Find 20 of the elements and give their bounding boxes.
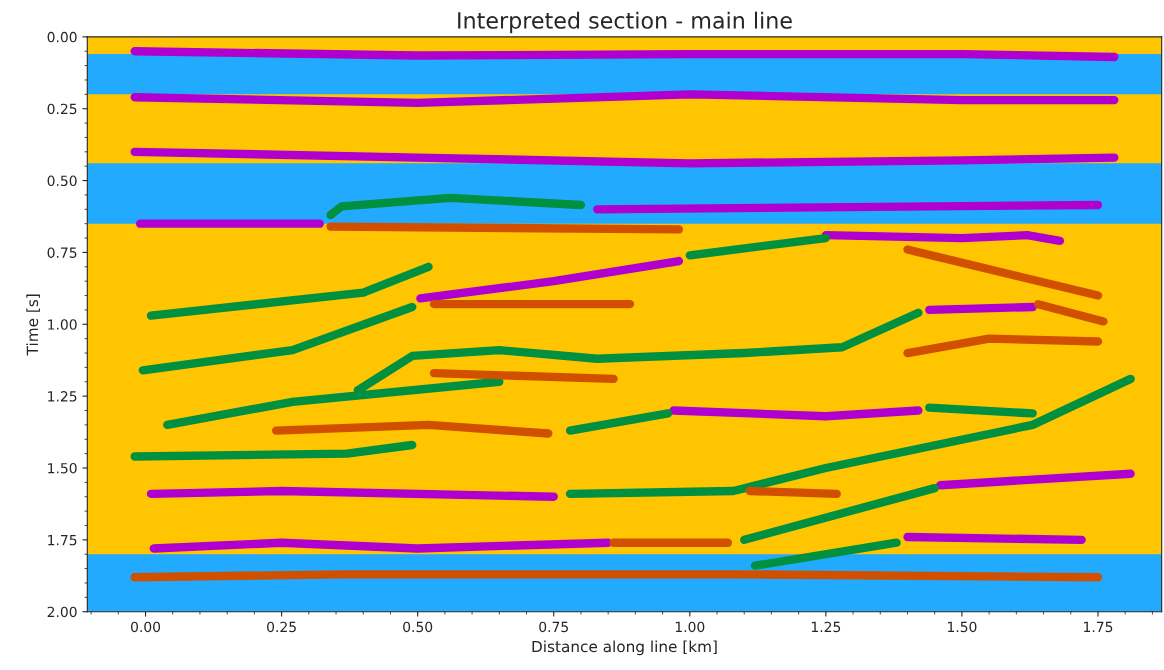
x-tick-label: 1.25 — [811, 621, 841, 633]
x-tick-label: 0.25 — [267, 621, 296, 633]
y-tick-label: 2.00 — [47, 606, 77, 618]
y-tick-label: 0.50 — [47, 175, 77, 187]
x-tick-label: 1.75 — [1084, 621, 1113, 633]
y-tick-label: 1.25 — [48, 391, 77, 402]
x-tick-label: 0.00 — [130, 621, 161, 633]
x-tick-label: 1.00 — [675, 621, 705, 633]
x-axis-title: Distance along line [km] — [532, 640, 717, 656]
x-tick-label: 0.75 — [539, 621, 568, 633]
y-tick-label: 1.75 — [48, 535, 77, 546]
chart-title: Interpreted section - main line — [458, 11, 792, 34]
y-tick-label: 0.25 — [47, 103, 77, 115]
x-tick-label: 0.50 — [403, 621, 433, 633]
y-axis-title: Time [s] — [26, 294, 40, 356]
x-tick-label: 1.50 — [947, 621, 977, 633]
y-tick-label: 0.75 — [47, 247, 77, 258]
y-tick-label: 1.50 — [48, 462, 77, 474]
y-tick-label: 1.00 — [48, 319, 77, 330]
y-tick-label: 0.00 — [47, 31, 77, 43]
